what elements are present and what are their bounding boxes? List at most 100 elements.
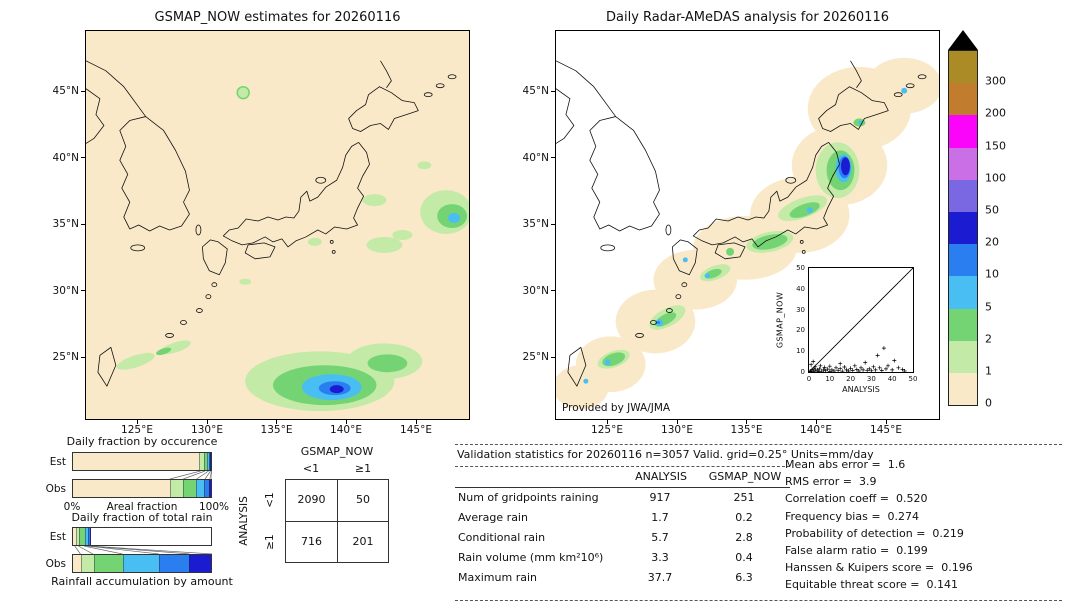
lat-tick-mark	[81, 90, 86, 92]
validation-score-line: RMS error = 3.9	[785, 475, 877, 489]
bar-segment	[169, 480, 183, 497]
bar-segment	[73, 555, 82, 572]
validation-row-label: Conditional rain	[458, 531, 546, 544]
lon-tick-label: 145°E	[400, 424, 432, 436]
validation-row: Maximum rain 37.7 6.3	[455, 571, 790, 585]
lon-tick-label: 130°E	[661, 424, 693, 436]
totalrain-est-bar	[72, 527, 212, 546]
lat-tick-mark	[551, 290, 556, 291]
contingency-grid: 2090 50 716 201	[285, 479, 389, 563]
lat-tick-label: 45°N	[52, 84, 79, 97]
validation-gsmap-value: 2.8	[735, 531, 753, 544]
colorbar-tick-label: 2	[985, 332, 992, 346]
validation-row: Rain volume (mm km²10⁶) 3.3 0.4	[455, 551, 790, 565]
validation-score-line: Probability of detection = 0.219	[785, 526, 964, 540]
inset-x-tick-label: 10	[825, 375, 835, 383]
lon-tick-mark	[136, 419, 138, 424]
colorbar-tick-label: 20	[985, 235, 999, 249]
lon-tick-label: 125°E	[121, 424, 153, 436]
validation-row-label: Num of gridpoints raining	[458, 491, 599, 504]
lat-tick-label: 30°N	[522, 284, 549, 297]
totalrain-est-label: Est	[49, 531, 66, 543]
colorbar-segment	[949, 51, 977, 84]
occurrence-est-bar	[72, 452, 212, 471]
radar-amedas-map: GSMAP_NOW ANALYSIS 0 10 20 30 40 50 0 10 20 30 40 5…	[523, 30, 940, 436]
occurrence-obs-label: Obs	[45, 483, 66, 495]
validation-statistics-panel: Validation statistics for 20260116 n=305…	[455, 444, 1062, 606]
colorbar-tick-label: 1	[985, 364, 992, 378]
inset-y-axis-label: GSMAP_NOW	[775, 291, 785, 349]
colorbar-tick-label: 5	[985, 300, 992, 314]
colorbar: 300 200 150 100 50 20 10 5 2 1 0	[948, 30, 1006, 410]
table-header-rule	[455, 487, 790, 488]
lon-tick-label: 125°E	[591, 424, 623, 436]
bar-segment	[188, 555, 211, 572]
inset-y-tick-label: 10	[796, 347, 805, 356]
gsmap-estimate-map: 45°N 40°N 35°N 30°N 25°N 125°E 130°E 135°E 140°E…	[53, 30, 470, 436]
contingency-cell-hit: 201	[337, 521, 388, 562]
validation-gsmap-value: 0.4	[735, 551, 753, 564]
contingency-cell-correct-negative: 2090	[297, 493, 326, 507]
validation-score-line: Mean abs error = 1.6	[785, 458, 906, 471]
inset-y-tick-label: 20	[796, 326, 805, 335]
bar-segment	[203, 453, 208, 470]
validation-score-line: False alarm ratio = 0.199	[785, 544, 928, 558]
inset-y-tick-label: 0	[800, 367, 805, 376]
inset-x-tick-label: 0	[806, 375, 812, 383]
right-map-title: Daily Radar-AMeDAS analysis for 20260116	[606, 10, 889, 25]
lat-tick-label: 25°N	[522, 350, 549, 363]
bar-segment	[199, 453, 204, 470]
colorbar-tick-label: 10	[985, 268, 999, 282]
inset-y-tick-label: 30	[796, 305, 805, 314]
validation-analysis-value: 1.7	[651, 511, 669, 524]
lat-tick-label: 45°N	[522, 84, 549, 97]
colorbar-segment	[949, 372, 977, 406]
data-credit: Provided by JWA/JMA	[562, 401, 671, 414]
colorbar-tick-label: 50	[985, 203, 999, 217]
lon-tick-mark	[206, 419, 208, 424]
validation-score-line: Hanssen & Kuipers score = 0.196	[785, 561, 973, 575]
colorbar-segment	[949, 276, 977, 309]
column-header-analysis: ANALYSIS	[635, 470, 687, 483]
validation-row: Average rain 1.7 0.2	[455, 511, 790, 525]
colorbar-segment	[949, 115, 977, 148]
occurrence-axis-100-label: 100%	[198, 501, 230, 513]
totalrain-chart-title: Daily fraction of total rain	[71, 511, 213, 524]
lon-tick-label: 145°E	[870, 424, 902, 436]
bar-segment	[182, 480, 196, 497]
colorbar-overflow-triangle	[948, 30, 978, 50]
validation-analysis-value: 37.7	[647, 571, 673, 584]
lat-tick-mark	[551, 157, 556, 158]
lat-tick-label: 35°N	[522, 217, 549, 230]
bar-segment	[195, 480, 205, 497]
bar-segment	[204, 480, 209, 497]
lat-tick-label: 35°N	[52, 217, 79, 230]
lon-tick-mark	[606, 419, 608, 424]
validation-analysis-value: 917	[649, 491, 671, 504]
validation-row: Conditional rain 5.7 2.8	[455, 531, 790, 545]
validation-gsmap-value: 251	[733, 491, 755, 504]
lon-tick-mark	[676, 419, 678, 424]
validation-gsmap-value: 0.2	[735, 511, 753, 524]
inset-x-tick-label: 50	[908, 375, 918, 383]
contingency-table: GSMAP_NOW <1 ≥1 ANALYSIS <1 ≥1 2090 50 7…	[230, 444, 405, 604]
lon-tick-label: 135°E	[260, 424, 293, 436]
validation-analysis-value: 3.3	[651, 551, 669, 564]
occurrence-chart-title: Daily fraction by occurence	[66, 435, 218, 448]
validation-score-line: Correlation coeff = 0.520	[785, 492, 928, 506]
lon-tick-mark	[415, 419, 417, 424]
bar-segment	[209, 453, 210, 470]
colorbar-segment	[949, 147, 977, 180]
lat-tick-mark	[551, 356, 556, 358]
column-header-gsmap: GSMAP_NOW	[708, 470, 782, 483]
validation-score-line: Frequency bias = 0.274	[785, 509, 920, 523]
contingency-cell-false-alarm: 50	[337, 480, 388, 521]
lon-tick-mark	[746, 419, 747, 424]
validation-analysis-value: 5.7	[651, 531, 669, 544]
left-map-title: GSMAP_NOW estimates for 20260116	[154, 10, 401, 25]
colorbar-segment	[949, 211, 977, 245]
lat-tick-mark	[81, 223, 86, 225]
bar-segment	[79, 528, 85, 545]
inset-x-axis-label: ANALYSIS	[842, 385, 880, 394]
totalrain-obs-bar	[72, 554, 212, 573]
